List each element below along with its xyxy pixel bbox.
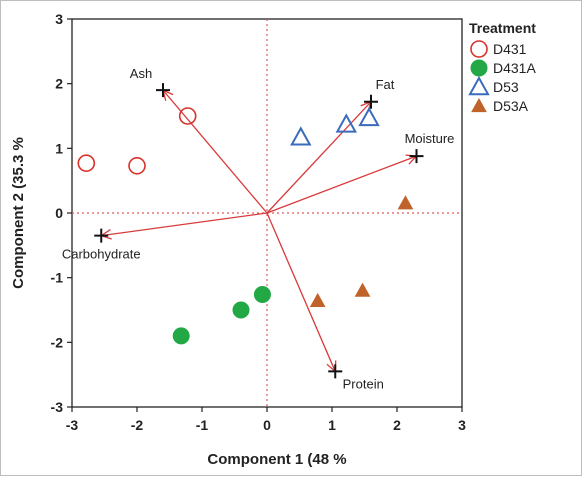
legend-marker-d431a <box>470 59 488 77</box>
loading-label: Fat <box>376 77 395 92</box>
loading-arrow <box>266 155 417 214</box>
legend: Treatment D431 D431A D53 D53A <box>468 20 536 114</box>
x-tick-label: -2 <box>131 417 144 433</box>
legend-label-d431a: D431A <box>493 60 536 76</box>
legend-label-d53a: D53A <box>493 98 529 114</box>
x-tick-label: 0 <box>263 417 271 433</box>
legend-marker-d53a <box>471 97 487 113</box>
loading-tip-marker <box>409 149 424 164</box>
loading-tip-marker <box>328 364 343 379</box>
legend-label-d431: D431 <box>493 41 527 57</box>
loading-label: Protein <box>343 376 384 391</box>
data-point-d53a <box>309 292 326 308</box>
y-tick-label: 1 <box>55 140 63 156</box>
y-tick-label: -3 <box>51 399 64 415</box>
y-axis-label: Component 2 (35.3 % <box>10 137 27 289</box>
score-points <box>77 106 414 345</box>
data-point-d53a <box>354 282 371 297</box>
data-point-d431 <box>128 156 146 175</box>
data-point-d431 <box>77 154 96 173</box>
legend-title: Treatment <box>469 20 536 36</box>
y-axis-ticks: 3 2 1 0 -1 -2 -3 <box>51 11 72 415</box>
loading-arrow <box>162 89 268 214</box>
loading-tip-marker <box>156 83 170 98</box>
x-tick-label: 2 <box>393 417 401 433</box>
loading-tip-marker <box>94 228 109 243</box>
legend-label-d53: D53 <box>493 79 519 95</box>
legend-marker-d53 <box>468 75 490 96</box>
y-tick-label: -2 <box>51 334 64 350</box>
data-point-d431a <box>172 327 190 345</box>
y-tick-label: 2 <box>55 76 63 92</box>
data-point-d53 <box>358 106 380 127</box>
data-point-d431a <box>232 301 250 319</box>
data-point-d53 <box>335 113 357 133</box>
loading-tip-marker <box>364 94 378 109</box>
loading-arrow <box>266 101 372 214</box>
x-axis-label: Component 1 (48 % <box>207 451 346 468</box>
loading-arrow <box>266 212 336 372</box>
loading-arrow <box>101 212 268 237</box>
y-tick-label: 3 <box>55 11 63 27</box>
data-point-d53a <box>397 195 414 210</box>
data-point-d431a <box>253 285 271 303</box>
x-tick-label: 3 <box>458 417 466 433</box>
x-tick-label: -3 <box>66 417 79 433</box>
loading-vectors: Ash Fat Moisture Carbohydrate Protein <box>62 66 455 391</box>
loading-label: Moisture <box>405 131 455 146</box>
x-tick-label: -1 <box>196 417 209 433</box>
loading-label: Carbohydrate <box>62 247 141 262</box>
loading-label: Ash <box>130 66 152 81</box>
y-tick-label: 0 <box>55 205 63 221</box>
legend-marker-d431 <box>470 40 488 58</box>
x-axis-ticks: -3 -2 -1 0 1 2 3 <box>66 407 466 433</box>
y-tick-label: -1 <box>51 270 64 286</box>
data-point-d53 <box>290 126 312 146</box>
x-tick-label: 1 <box>328 417 336 433</box>
data-point-d431 <box>178 107 197 125</box>
